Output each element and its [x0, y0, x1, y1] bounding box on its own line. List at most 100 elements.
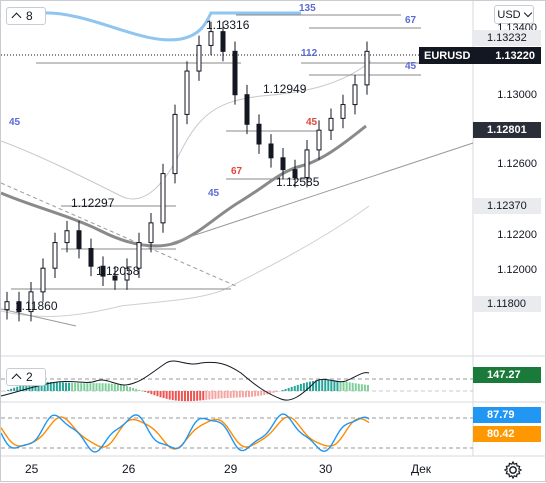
- candle: [124, 267, 130, 281]
- histogram-bar: [193, 391, 196, 401]
- histogram-bar: [244, 391, 247, 398]
- histogram-bar: [92, 383, 95, 391]
- histogram-bar: [360, 384, 363, 391]
- histogram-bar: [235, 391, 238, 398]
- chevron-down-icon: [523, 8, 532, 18]
- histogram-bar: [107, 383, 110, 391]
- histogram-bar: [83, 383, 86, 391]
- gear-icon[interactable]: [503, 460, 523, 480]
- ma-top-line: [40, 11, 301, 42]
- histogram-bar: [357, 383, 360, 391]
- histogram-bar: [101, 383, 104, 391]
- candle: [28, 291, 34, 313]
- candle: [220, 31, 226, 52]
- histogram-bar: [238, 391, 241, 398]
- histogram-bar: [132, 387, 135, 391]
- histogram-bar: [196, 391, 199, 401]
- histogram-bar: [65, 382, 67, 391]
- histogram-bar: [363, 384, 366, 391]
- momentum-line: [1, 360, 370, 401]
- histogram-bar: [208, 391, 211, 400]
- candle: [64, 230, 70, 244]
- candle: [292, 169, 298, 179]
- histogram-bar: [275, 391, 278, 392]
- histogram-bar: [113, 384, 116, 391]
- candle: [268, 143, 274, 159]
- histogram-bar: [293, 385, 296, 391]
- histogram-bar: [159, 391, 162, 398]
- histogram-bar: [58, 382, 61, 391]
- price-annotation: 1.12585: [276, 175, 320, 189]
- bar-count-annotation: 45: [208, 188, 220, 199]
- histogram-bar: [168, 391, 171, 400]
- histogram-bar: [278, 391, 281, 392]
- price-annotation: 1.13316: [206, 18, 250, 32]
- histogram-bar: [138, 389, 141, 391]
- candle: [256, 123, 262, 145]
- histogram-bar: [86, 383, 89, 391]
- histogram-bar: [4, 391, 6, 392]
- currency-label: USD: [497, 8, 521, 21]
- histogram-bar: [354, 383, 357, 391]
- candle: [40, 267, 46, 293]
- histogram-bar: [37, 382, 40, 391]
- histogram-bar: [55, 382, 58, 391]
- time-axis-label: 25: [25, 462, 39, 476]
- stoch-k-value-tag: 87.79: [473, 407, 541, 423]
- histogram-bar: [95, 383, 98, 391]
- histogram-bar: [122, 385, 125, 391]
- histogram-bar: [28, 383, 31, 391]
- histogram-bar: [339, 381, 342, 391]
- histogram-bar: [333, 380, 336, 391]
- candle: [148, 222, 154, 244]
- histogram-bar: [110, 383, 113, 391]
- last-price-value: 1.13220: [495, 49, 535, 62]
- histogram-bar: [312, 381, 315, 391]
- time-axis-label: 30: [319, 462, 333, 476]
- histogram-bar: [254, 391, 257, 397]
- histogram-bar: [199, 391, 202, 401]
- time-axis-label: 26: [122, 462, 136, 476]
- price-annotation: 1.12297: [71, 196, 115, 210]
- histogram-bar: [52, 382, 55, 391]
- candle: [364, 50, 370, 86]
- histogram-bar: [126, 386, 128, 391]
- candle: [304, 149, 310, 179]
- main-pane-indicator-toggle[interactable]: 8: [6, 7, 46, 25]
- histogram-bar: [177, 391, 180, 401]
- stoch-d-value-tag: 80.42: [473, 426, 541, 442]
- candle: [100, 265, 106, 277]
- candle: [340, 104, 346, 119]
- histogram-bar: [19, 385, 22, 391]
- histogram-bar: [336, 380, 339, 391]
- currency-dropdown[interactable]: USD: [494, 5, 534, 24]
- histogram-bar: [327, 379, 330, 391]
- time-axis-label: 29: [224, 462, 238, 476]
- candle: [184, 70, 190, 115]
- histogram-bar: [150, 391, 153, 395]
- oscillator-pane-indicator-toggle[interactable]: 2: [6, 368, 46, 386]
- price-annotation: 1.12949: [263, 82, 307, 96]
- candle: [160, 173, 166, 224]
- histogram-bar: [61, 382, 64, 391]
- histogram-bar: [116, 384, 119, 391]
- symbol-name: EURUSD: [424, 49, 471, 62]
- price-axis-label: 1.12200: [497, 229, 537, 241]
- histogram-bar: [302, 383, 305, 391]
- candle: [316, 129, 322, 151]
- candle: [280, 157, 286, 171]
- oscillator-pane-indicator-count: 2: [26, 370, 33, 384]
- histogram-bar: [98, 383, 101, 391]
- histogram-bar: [13, 387, 16, 391]
- histogram-bar: [49, 381, 52, 391]
- time-axis-label: Дек: [411, 462, 432, 476]
- histogram-bar: [77, 383, 80, 391]
- histogram-bar: [10, 388, 13, 391]
- histogram-bar: [165, 391, 168, 399]
- histogram-bar: [162, 391, 165, 399]
- histogram-bar: [147, 391, 150, 394]
- histogram-bar: [366, 384, 369, 391]
- histogram-bar: [80, 383, 83, 391]
